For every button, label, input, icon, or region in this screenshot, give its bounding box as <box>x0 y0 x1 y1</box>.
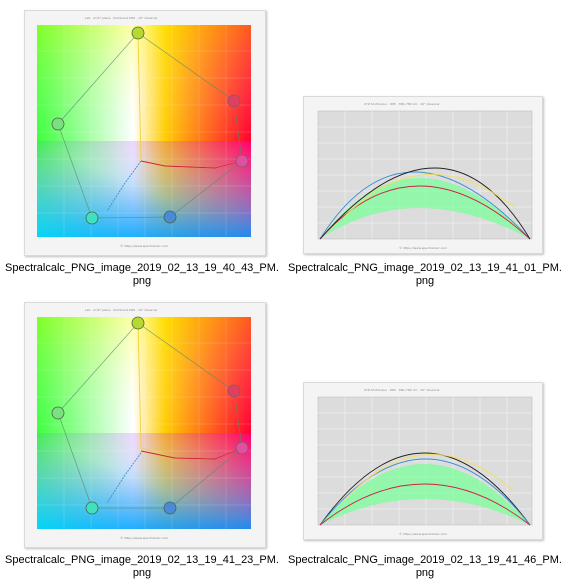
thumbnail-2[interactable]: XYZ tristimulus · D65 · 380–780 nm · 10°… <box>303 96 543 254</box>
thumbnail-4[interactable]: XYZ tristimulus · D65 · 380–780 nm · 10°… <box>303 382 543 540</box>
svg-text:XYZ tristimulus · D65 · 380–78: XYZ tristimulus · D65 · 380–780 nm · 10°… <box>364 388 441 392</box>
spectral-curves-chart-4: XYZ tristimulus · D65 · 380–780 nm · 10°… <box>317 388 533 536</box>
svg-text:Lab · a*/b* plane · Illuminant: Lab · a*/b* plane · Illuminant D65 · 10°… <box>85 308 158 312</box>
file-tile-1[interactable]: Lab · a*/b* plane · Illuminant D65 · 10°… <box>0 0 283 292</box>
spectral-curves-chart-2: XYZ tristimulus · D65 · 380–780 nm · 10°… <box>317 102 533 250</box>
chromaticity-diagram-3: Lab · a*/b* plane · Illuminant D65 · 10°… <box>37 308 251 540</box>
thumbnail-3[interactable]: Lab · a*/b* plane · Illuminant D65 · 10°… <box>24 302 266 548</box>
file-name-2: Spectralcalc_PNG_image_2019_02_13_19_41_… <box>288 262 562 287</box>
file-name-3: Spectralcalc_PNG_image_2019_02_13_19_41_… <box>5 554 279 579</box>
svg-text:© https://www.spectralcalc.com: © https://www.spectralcalc.com <box>399 246 447 250</box>
svg-text:XYZ tristimulus · D65 · 380–78: XYZ tristimulus · D65 · 380–780 nm · 10°… <box>364 102 441 106</box>
svg-text:© https://www.spectralcalc.com: © https://www.spectralcalc.com <box>399 532 447 536</box>
file-tile-4[interactable]: XYZ tristimulus · D65 · 380–780 nm · 10°… <box>283 292 566 584</box>
file-tile-3[interactable]: Lab · a*/b* plane · Illuminant D65 · 10°… <box>0 292 283 584</box>
svg-text:© https://www.spectralcalc.com: © https://www.spectralcalc.com <box>120 244 168 248</box>
chromaticity-diagram-1: Lab · a*/b* plane · Illuminant D65 · 10°… <box>37 16 251 248</box>
file-tile-2[interactable]: XYZ tristimulus · D65 · 380–780 nm · 10°… <box>283 0 566 292</box>
svg-text:© https://www.spectralcalc.com: © https://www.spectralcalc.com <box>120 536 168 540</box>
file-name-1: Spectralcalc_PNG_image_2019_02_13_19_40_… <box>5 262 279 287</box>
file-name-4: Spectralcalc_PNG_image_2019_02_13_19_41_… <box>288 554 562 579</box>
svg-text:Lab · a*/b* plane · Illuminant: Lab · a*/b* plane · Illuminant D65 · 10°… <box>85 16 158 20</box>
thumbnail-1[interactable]: Lab · a*/b* plane · Illuminant D65 · 10°… <box>24 10 266 256</box>
